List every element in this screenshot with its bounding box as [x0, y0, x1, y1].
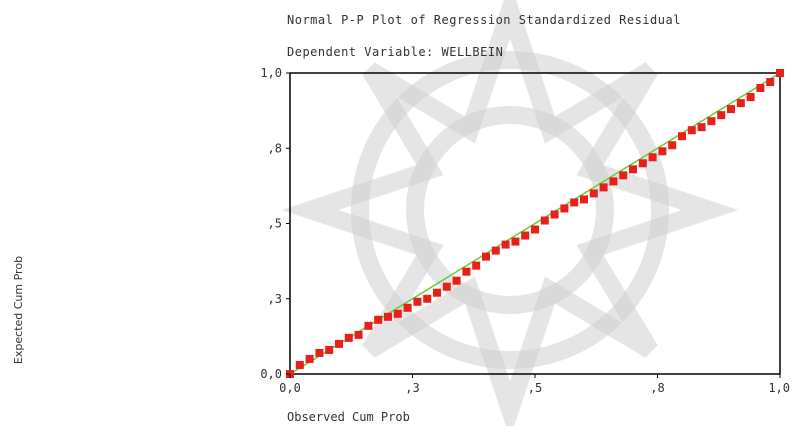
- x-tick-label: 0,0: [279, 381, 301, 395]
- data-point: [374, 315, 383, 324]
- data-point: [452, 276, 461, 285]
- data-point: [717, 111, 726, 120]
- y-tick-label: ,3: [268, 292, 282, 306]
- x-tick-label: 1,0: [768, 381, 790, 395]
- data-point: [619, 171, 628, 180]
- data-point: [305, 354, 314, 363]
- chart-title: Normal P-P Plot of Regression Standardiz…: [287, 13, 681, 27]
- data-point: [727, 105, 735, 114]
- data-point: [766, 78, 775, 87]
- data-point: [776, 69, 784, 77]
- data-point: [629, 165, 637, 174]
- data-point: [756, 84, 765, 93]
- data-point: [403, 303, 412, 312]
- data-point: [736, 99, 745, 108]
- y-axis-label: Expected Cum Prob: [12, 256, 25, 364]
- data-point: [540, 216, 549, 225]
- y-axis-ticks: 0,0 ,3 ,5 ,8 1,0: [260, 66, 290, 381]
- x-tick-label: ,3: [405, 381, 419, 395]
- data-point: [648, 153, 657, 162]
- data-point: [550, 210, 559, 219]
- data-point: [295, 360, 304, 369]
- data-point: [638, 159, 647, 168]
- data-point: [658, 147, 667, 156]
- data-point: [354, 330, 363, 339]
- data-point: [707, 117, 716, 126]
- data-point: [580, 195, 588, 204]
- data-point: [589, 189, 598, 198]
- data-point: [442, 282, 451, 291]
- y-tick-label: 0,0: [260, 367, 282, 381]
- data-point: [511, 237, 520, 246]
- data-point: [325, 345, 334, 354]
- y-tick-label: ,5: [268, 217, 282, 231]
- data-point: [384, 312, 392, 321]
- data-point: [344, 333, 353, 342]
- data-point: [335, 339, 343, 348]
- data-point: [364, 321, 373, 330]
- data-point: [678, 132, 686, 141]
- x-axis-label: Observed Cum Prob: [287, 410, 410, 424]
- x-tick-label: ,8: [650, 381, 664, 395]
- data-point: [599, 183, 608, 192]
- data-point: [687, 126, 696, 135]
- data-point: [746, 93, 755, 102]
- data-point: [501, 240, 510, 249]
- data-point: [560, 204, 569, 213]
- data-point: [462, 267, 471, 276]
- chart-subtitle: Dependent Variable: WELLBEIN: [287, 45, 503, 59]
- y-tick-label: 1,0: [260, 66, 282, 80]
- data-point: [482, 252, 490, 261]
- data-point: [433, 288, 441, 297]
- points-layer: [286, 69, 784, 378]
- x-tick-label: ,5: [528, 381, 542, 395]
- x-axis-ticks: 0,0 ,3 ,5 ,8 1,0: [279, 374, 790, 395]
- data-point: [472, 261, 481, 270]
- data-point: [697, 123, 706, 132]
- watermark-ornament: [281, 0, 739, 426]
- data-point: [521, 231, 530, 240]
- data-point: [393, 309, 402, 318]
- y-tick-label: ,8: [268, 141, 282, 155]
- data-point: [491, 246, 500, 255]
- data-point: [413, 297, 422, 306]
- data-point: [570, 198, 579, 207]
- data-point: [668, 141, 677, 150]
- data-point: [531, 225, 539, 234]
- data-point: [315, 348, 324, 357]
- data-point: [609, 177, 618, 186]
- data-point: [423, 294, 432, 303]
